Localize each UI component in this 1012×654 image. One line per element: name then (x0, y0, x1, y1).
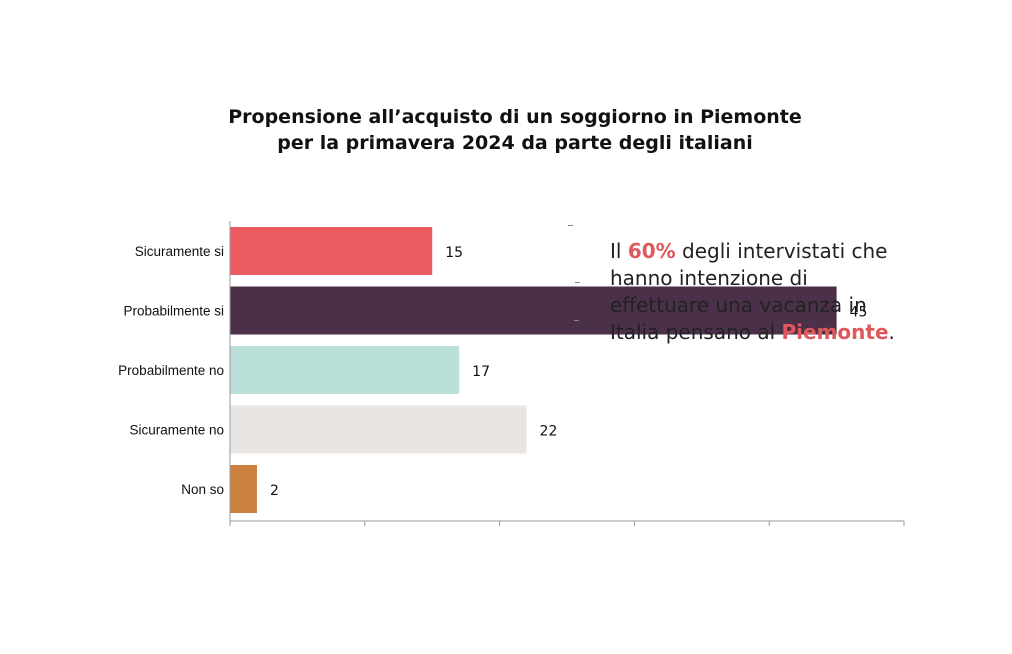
chart-title-line-1: Propensione all’acquisto di un soggiorno… (228, 106, 802, 128)
bar-sicuramente-si (230, 227, 433, 275)
category-label: Probabilmente si (123, 304, 224, 319)
bar-probabilmente-si (230, 286, 837, 335)
callout-line-4: Italia pensano al Piemonte. (610, 319, 910, 346)
data-label: 2 (270, 483, 279, 499)
decorative-dash (575, 282, 580, 283)
bar-non-so (230, 465, 257, 513)
category-label: Probabilmente no (118, 363, 224, 378)
data-label: 22 (540, 424, 558, 440)
category-label: Sicuramente no (129, 423, 224, 438)
bar-probabilmente-no (230, 346, 460, 394)
callout-text-part: Italia pensano al (610, 320, 782, 344)
bars-group (230, 227, 837, 513)
callout-highlight-region: Piemonte (781, 320, 889, 344)
labels-group: Sicuramente si 15 Probabilmente si 45 Probab… (118, 244, 867, 499)
chart-title: Propensione all’acquisto di un soggiorno… (180, 104, 850, 156)
callout-highlight-percent: 60% (627, 239, 676, 263)
decorative-dash (568, 225, 573, 226)
callout-line-3: effettuare una vacanza in (610, 293, 867, 317)
category-label: Sicuramente si (135, 244, 224, 259)
callout-line-1: Il 60% degli intervistati che (610, 238, 910, 265)
data-label: 45 (850, 305, 868, 321)
decorative-dash (574, 320, 579, 321)
axis-group (229, 221, 905, 526)
callout-text-part: . (888, 320, 895, 344)
data-label: 15 (445, 245, 463, 261)
chart-title-line-2: per la primavera 2024 da parte degli ita… (277, 132, 753, 154)
callout-text-part: Il (610, 239, 628, 263)
bar-sicuramente-no (230, 405, 527, 454)
callout-text-part: degli intervistati che (675, 239, 888, 263)
category-label: Non so (181, 482, 224, 497)
callout-text: Il 60% degli intervistati che hanno inte… (610, 238, 910, 346)
callout-line-2: hanno intenzione di (610, 266, 808, 290)
data-label: 17 (472, 364, 490, 380)
